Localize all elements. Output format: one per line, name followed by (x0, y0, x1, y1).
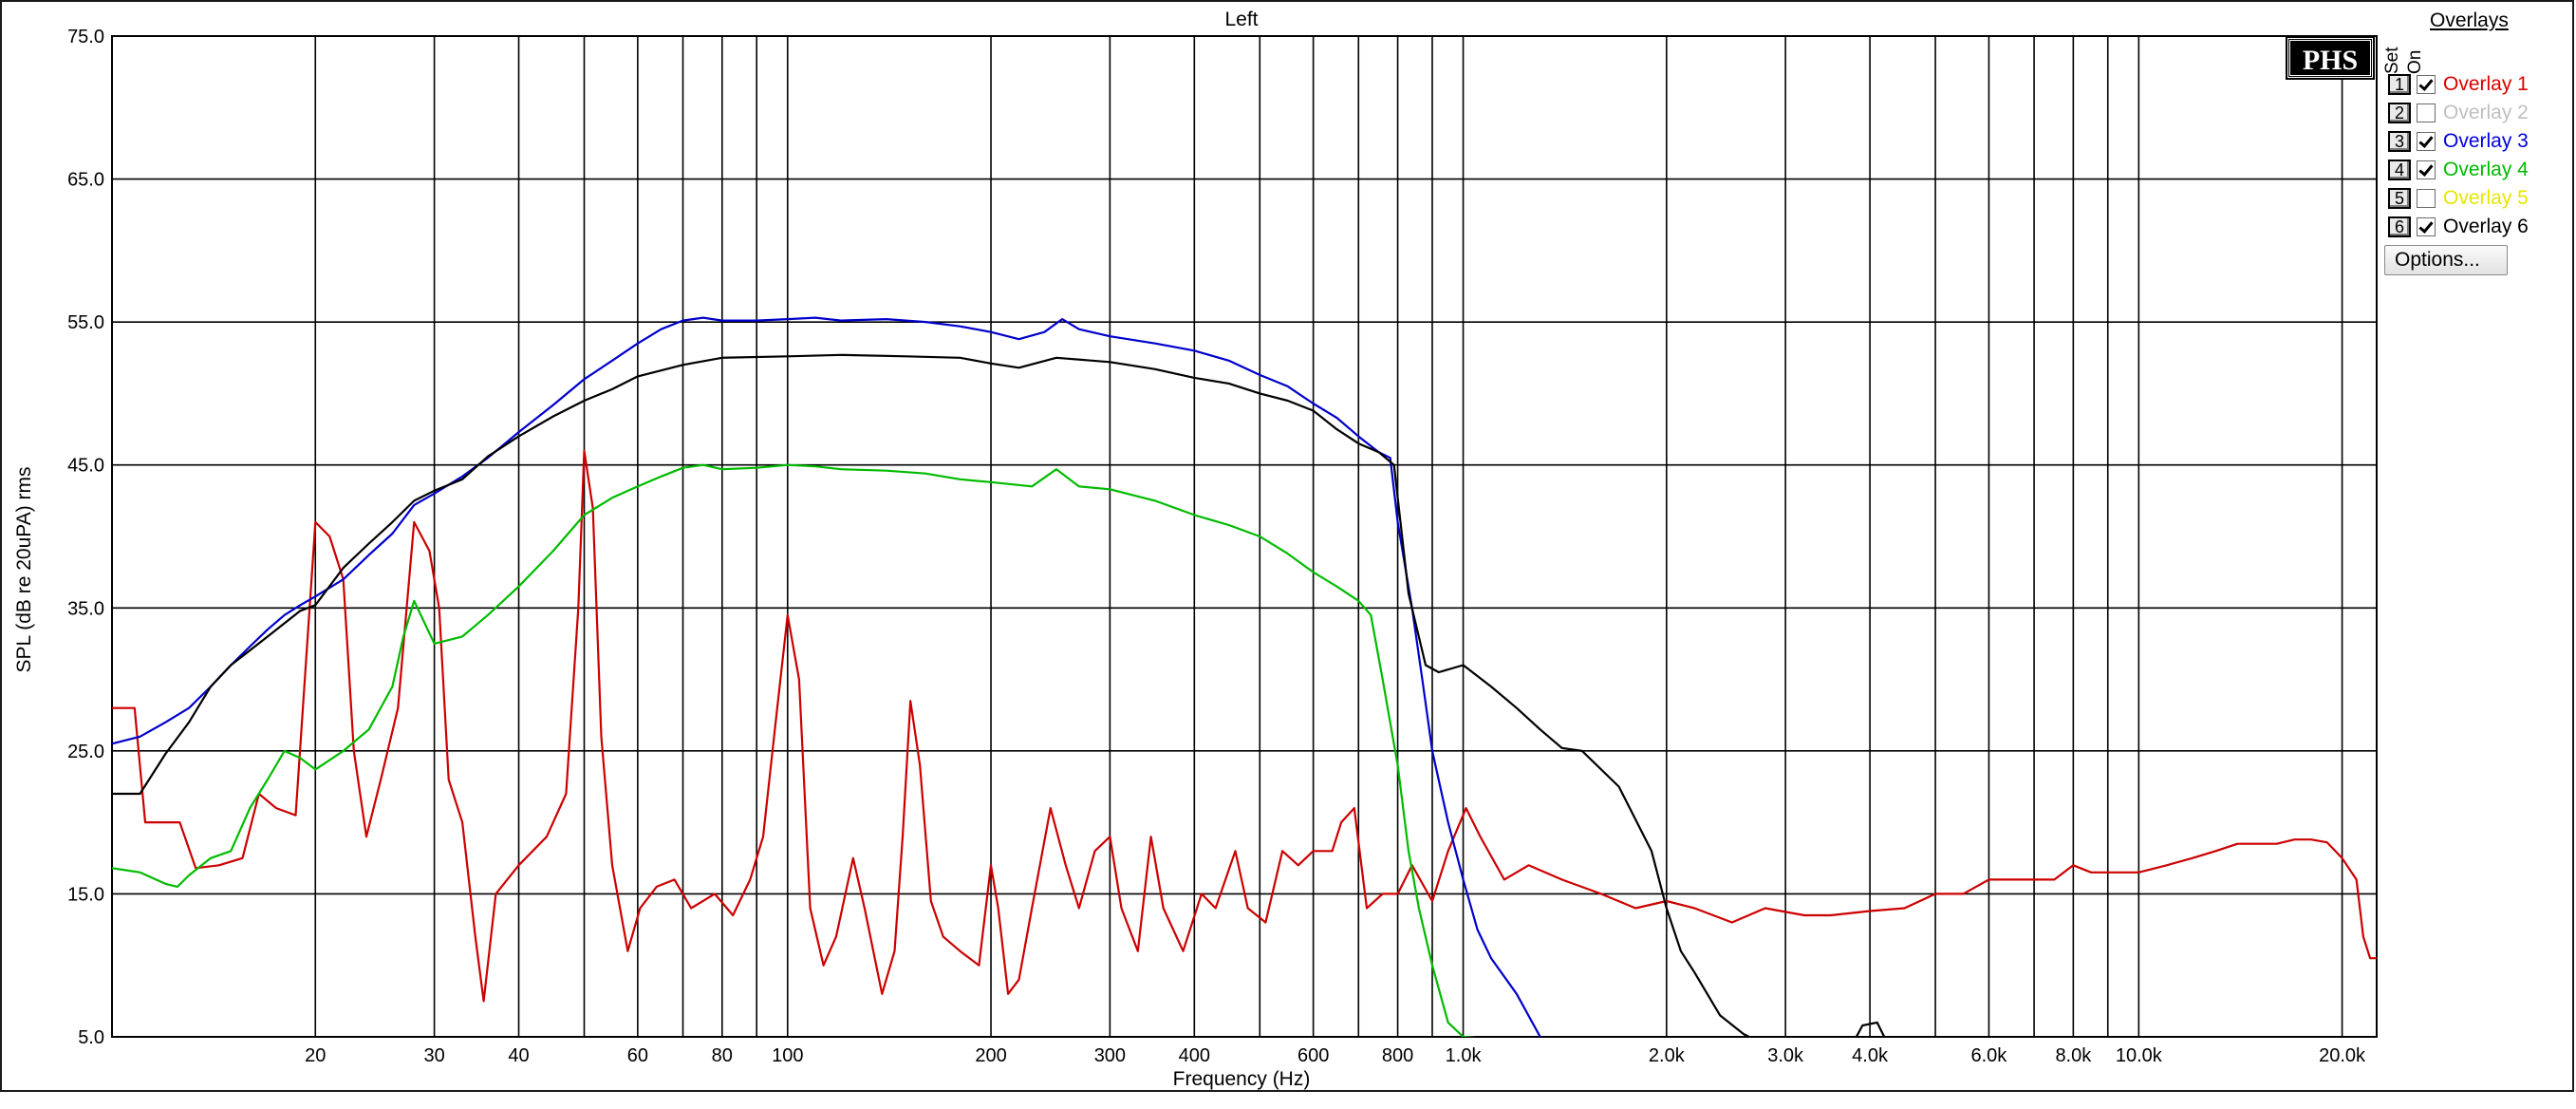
overlay-label: Overlay 6 (2443, 216, 2529, 237)
x-tick-label: 60 (627, 1045, 648, 1066)
y-tick-label: 65.0 (67, 170, 104, 191)
overlays-heading: Overlays (2430, 9, 2509, 31)
overlay-set-button[interactable]: 6 (2388, 216, 2411, 237)
overlay-on-checkbox[interactable] (2417, 217, 2436, 236)
overlay-on-checkbox[interactable] (2417, 103, 2436, 122)
x-tick-label: 300 (1094, 1045, 1126, 1066)
series-overlay-1 (112, 449, 2377, 1003)
overlay-label: Overlay 4 (2443, 159, 2529, 180)
overlay-set-button[interactable]: 3 (2388, 131, 2411, 152)
y-tick-label: 55.0 (67, 312, 104, 333)
plot-area (111, 35, 2378, 1038)
options-button[interactable]: Options... (2384, 245, 2508, 275)
series-overlay-4 (112, 463, 1477, 1037)
x-tick-label: 8.0k (2055, 1045, 2092, 1066)
phs-logo: PHS (2286, 36, 2375, 80)
overlay-on-checkbox[interactable] (2417, 160, 2436, 179)
overlay-row: 4 Overlay 4 (2388, 158, 2529, 182)
series-overlay-6 (112, 353, 1888, 1037)
overlay-row: 6 Overlay 6 (2388, 215, 2529, 239)
y-tick-label: 45.0 (67, 456, 104, 477)
x-axis-label: Frequency (Hz) (1173, 1068, 1311, 1090)
x-tick-label: 40 (508, 1045, 529, 1066)
on-column-header: On (2405, 49, 2425, 74)
overlay-set-button[interactable]: 4 (2388, 160, 2411, 180)
overlay-label: Overlay 1 (2443, 73, 2529, 95)
x-tick-label: 4.0k (1852, 1045, 1889, 1066)
y-tick-label: 35.0 (67, 598, 104, 619)
y-tick-label: 15.0 (67, 884, 104, 905)
series-overlay-3 (112, 316, 1542, 1037)
x-tick-label: 1.0k (1446, 1045, 1483, 1066)
overlay-on-checkbox[interactable] (2417, 189, 2436, 208)
overlay-set-button[interactable]: 1 (2388, 74, 2411, 95)
x-tick-label: 80 (712, 1045, 733, 1066)
set-column-header: Set (2382, 47, 2402, 74)
x-tick-label: 20.0k (2319, 1045, 2366, 1066)
x-tick-label: 2.0k (1649, 1045, 1686, 1066)
overlay-label: Overlay 3 (2443, 130, 2529, 152)
x-tick-label: 600 (1297, 1045, 1329, 1066)
x-tick-label: 100 (772, 1045, 803, 1066)
y-tick-label: 75.0 (67, 27, 104, 47)
overlay-set-button[interactable]: 5 (2388, 188, 2411, 209)
series-lines (112, 316, 2377, 1037)
y-axis-label: SPL (dB re 20uPA) rms (13, 466, 35, 672)
x-tick-label: 200 (975, 1045, 1006, 1066)
x-tick-label: 800 (1382, 1045, 1413, 1066)
overlay-label: Overlay 2 (2443, 102, 2529, 123)
grid-lines (111, 35, 2378, 1038)
x-tick-label: 10.0k (2116, 1045, 2163, 1066)
chart-title: Left (1224, 9, 1258, 30)
overlay-label: Overlay 5 (2443, 187, 2529, 209)
x-tick-label: 400 (1179, 1045, 1210, 1066)
overlay-set-button[interactable]: 2 (2388, 103, 2411, 123)
overlay-on-checkbox[interactable] (2417, 132, 2436, 151)
tick-labels: 75.0 65.0 55.0 45.0 35.0 25.0 15.0 5.0 20 30 40 60 8… (67, 27, 2366, 1066)
overlay-row: 1 Overlay 1 (2388, 72, 2529, 97)
overlay-row: 2 Overlay 2 (2388, 101, 2529, 125)
x-tick-label: 20 (305, 1045, 326, 1066)
x-tick-label: 30 (423, 1045, 444, 1066)
overlay-row: 3 Overlay 3 (2388, 129, 2529, 154)
overlay-row: 5 Overlay 5 (2388, 186, 2529, 211)
overlay-on-checkbox[interactable] (2417, 75, 2436, 94)
y-tick-label: 5.0 (78, 1027, 104, 1048)
y-tick-label: 25.0 (67, 742, 104, 762)
x-tick-label: 3.0k (1767, 1045, 1804, 1066)
x-tick-label: 6.0k (1971, 1045, 2008, 1066)
